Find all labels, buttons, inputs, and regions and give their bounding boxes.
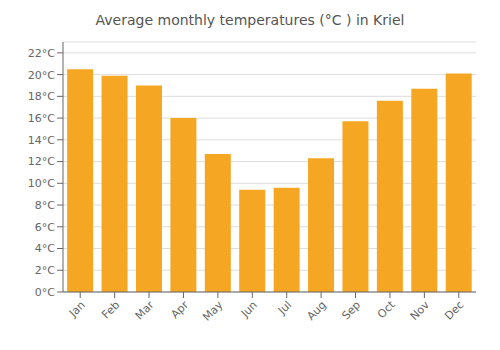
svg-text:6°C: 6°C (35, 221, 55, 234)
svg-text:Feb: Feb (99, 298, 122, 321)
svg-text:Dec: Dec (442, 298, 466, 322)
svg-text:8°C: 8°C (35, 199, 55, 212)
html-text:Average monthly temperatures (: Average monthly temperatures (°C ) in Kr… (95, 12, 405, 28)
svg-text:4°C: 4°C (35, 242, 55, 255)
svg-text:12°C: 12°C (28, 155, 55, 168)
svg-text:20°C: 20°C (28, 69, 55, 82)
svg-text:2°C: 2°C (35, 264, 55, 277)
svg-text:May: May (200, 298, 226, 324)
svg-text:Apr: Apr (168, 298, 191, 321)
svg-text:0°C: 0°C (35, 286, 55, 299)
svg-text:Mar: Mar (133, 298, 157, 322)
svg-text:14°C: 14°C (28, 134, 55, 147)
svg-text:Nov: Nov (408, 298, 433, 323)
svg-text:Jun: Jun (238, 298, 260, 320)
svg-text:Aug: Aug (304, 298, 328, 322)
svg-text:18°C: 18°C (28, 90, 55, 103)
svg-text:Jan: Jan (66, 298, 88, 320)
svg-text:16°C: 16°C (28, 112, 55, 125)
svg-text:22°C: 22°C (28, 47, 55, 60)
svg-text:Sep: Sep (339, 298, 363, 322)
svg-text:Jul: Jul (275, 298, 294, 317)
svg-text:Oct: Oct (375, 298, 398, 321)
svg-text:10°C: 10°C (28, 177, 55, 190)
